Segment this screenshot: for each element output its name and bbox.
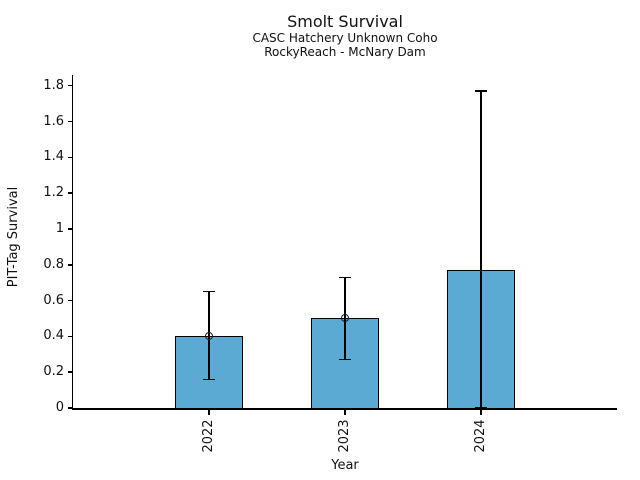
y-axis-spine [71,75,73,410]
x-axis-label: Year [331,458,359,473]
y-tick-label: 0.2 [43,364,64,380]
y-tick-label: 1.4 [43,149,64,165]
y-tick-label: 1.6 [43,113,64,129]
error-bar-cap-top [475,90,487,92]
y-tick [67,156,73,159]
y-tick [67,299,73,302]
error-bar-cap-top [203,290,215,293]
chart-subtitle-line1: CASC Hatchery Unknown Coho [252,31,438,45]
x-tick-label: 2022 [201,419,216,453]
chart-title: Smolt Survival [287,12,403,31]
y-tick [67,264,73,266]
y-tick [67,228,73,230]
x-tick [208,409,210,415]
x-tick-label: 2023 [337,419,352,453]
error-bar-cap-bottom [339,358,351,361]
y-tick [67,84,73,87]
error-bar-cap-top [339,276,351,279]
y-tick [67,371,73,373]
x-tick-label: 2024 [473,419,488,453]
y-tick [67,120,73,123]
y-tick-label: 0 [55,400,64,415]
y-tick-label: 0.4 [43,328,64,344]
point-marker [341,314,349,323]
error-bar-cap-bottom [203,378,215,381]
y-tick-label: 0.8 [43,256,64,272]
y-tick [67,407,73,409]
error-bar-cap-bottom [475,407,487,409]
chart-subtitle-line2: RockyReach - McNary Dam [264,45,426,59]
y-tick-label: 1.2 [43,185,64,201]
x-tick [480,409,482,415]
error-bar-line [480,91,482,408]
y-tick-label: 0.6 [43,292,64,308]
y-tick-label: 1 [55,220,64,236]
y-tick [67,335,73,338]
x-tick [344,409,346,415]
y-tick [67,192,73,194]
point-marker [205,332,213,341]
y-tick-label: 1.8 [43,77,64,93]
